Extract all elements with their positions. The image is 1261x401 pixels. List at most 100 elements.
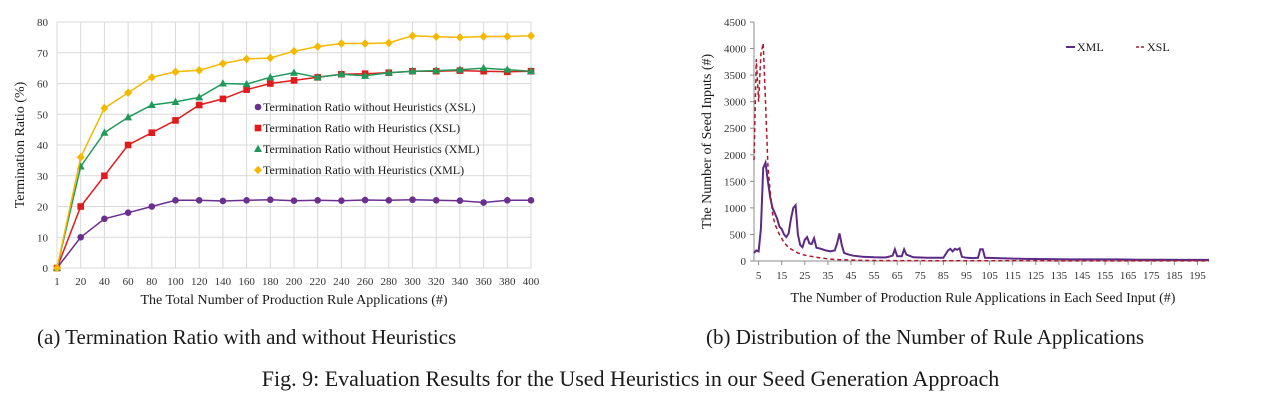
x-tick-label: 200 [286,276,303,288]
y-tick-label: 1000 [724,203,747,215]
data-point [480,67,487,75]
y-tick-label: 20 [37,202,49,214]
data-point [290,197,298,204]
data-point [101,215,108,223]
x-tick-label: 175 [1143,270,1160,282]
x-tick-label: 35 [822,270,834,282]
x-tick-label: 85 [938,270,950,282]
y-tick-label: 4000 [724,44,747,56]
legend-marker [254,144,262,152]
y-tick-label: 2000 [724,150,747,162]
x-tick-label: 40 [99,276,111,288]
data-point [432,66,441,74]
x-tick-label: 340 [452,276,469,288]
data-point [100,103,109,113]
legend-marker [254,103,262,111]
x-tick-label: 15 [776,270,788,282]
x-tick-label: 180 [262,276,279,288]
x-tick-label: 100 [167,276,184,288]
data-point [479,32,488,41]
data-point [219,95,227,103]
x-tick-label: 220 [309,276,326,288]
y-tick-label: 70 [37,48,49,60]
y-tick-label: 30 [37,171,49,183]
x-tick-label: 280 [381,276,398,288]
data-point [53,263,61,273]
data-point [243,86,250,93]
figure-caption: Fig. 9: Evaluation Results for the Used … [261,366,1000,391]
data-point [337,69,346,78]
x-tick-label: 165 [1120,270,1137,282]
x-tick-label: 240 [333,276,350,288]
x-tick-label: 155 [1097,270,1114,282]
y-tick-label: 50 [37,109,49,121]
series-line-xml [753,158,1209,261]
legend-marker [254,124,262,132]
x-tick-label: 1 [54,276,60,288]
data-point [338,197,345,204]
y-tick-label: 3000 [724,97,747,109]
data-point [527,31,535,41]
data-point [384,38,393,48]
data-point [242,54,251,64]
data-point [361,71,370,79]
data-point [147,100,156,109]
data-point [218,79,227,87]
x-tick-label: 185 [1166,270,1183,282]
x-axis-label: The Total Number of Production Rule Appl… [140,293,447,308]
data-point [242,79,251,88]
x-tick-label: 380 [499,276,516,288]
data-point [266,53,275,63]
data-point [171,97,180,105]
y-tick-label: 40 [37,140,49,152]
data-point [218,59,227,68]
chart-b-rule-distribution: 0 500 1000 1500 2000 2500 3000 3500 4000 4500 5 15 2… [700,17,1210,306]
y-tick-label: 80 [37,17,49,29]
data-point [313,73,322,81]
data-point [361,39,370,48]
x-tick-label: 125 [1028,270,1045,282]
data-point [148,129,156,136]
x-tick-label: 300 [404,276,421,288]
data-point [219,197,227,205]
legend-label: Termination Ratio with Heuristics (XSL) [263,121,460,135]
data-point [408,31,417,41]
x-tick-label: 55 [869,270,881,282]
subfigure-a-caption: (a) Termination Ratio with and without H… [37,325,457,349]
data-point [527,197,535,204]
x-tick-label: 140 [215,276,232,288]
data-point [100,128,109,136]
x-tick-label: 360 [475,276,492,288]
x-tick-label: 25 [799,270,811,282]
y-tick-label: 500 [730,229,747,241]
data-point [314,197,322,204]
data-point [77,233,84,241]
data-point [195,197,203,204]
data-point [101,172,108,180]
x-tick-label: 120 [191,276,208,288]
y-tick-label: 2500 [724,123,747,135]
data-point [504,197,511,204]
legend-label: XSL [1147,40,1170,54]
data-point [124,113,133,121]
y-tick-label: 0 [741,256,747,268]
legend-label: Termination Ratio without Heuristics (XM… [263,142,479,156]
legend-label: XML [1077,40,1104,54]
data-point [313,42,322,51]
x-tick-label: 95 [961,270,973,282]
y-tick-label: 1500 [724,176,747,188]
x-tick-label: 160 [238,276,255,288]
data-point [267,80,274,87]
x-tick-label: 145 [1074,270,1091,282]
x-tick-label: 115 [1005,270,1022,282]
legend-marker [254,165,262,175]
y-tick-label: 60 [37,79,49,91]
legend-label: Termination Ratio without Heuristics (XS… [263,100,475,114]
data-point [527,66,535,75]
x-axis-label: The Number of Production Rule Applicatio… [791,291,1176,306]
data-point [172,117,179,124]
data-point [267,196,274,204]
data-point [172,197,179,204]
y-axis-label: Termination Ratio (%) [13,81,28,208]
